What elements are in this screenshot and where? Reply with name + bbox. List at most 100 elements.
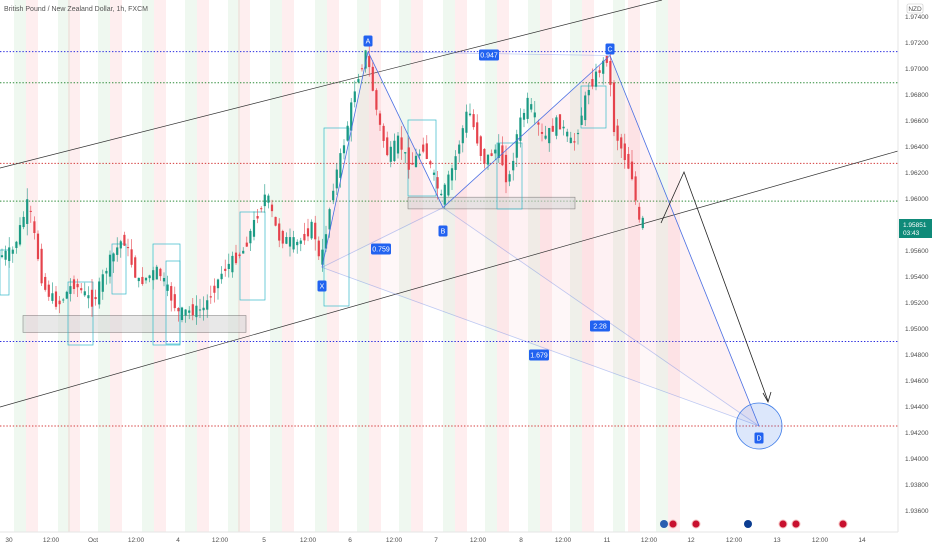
candle-up — [184, 309, 187, 316]
candle-up — [220, 273, 223, 280]
time-tick: 12:00 — [386, 537, 403, 544]
candle-up — [288, 237, 292, 247]
candle-down — [213, 285, 216, 293]
session-stripe-green — [443, 0, 455, 532]
time-axis[interactable]: 30 12:00 Oct 12:00 4 12:00 5 12:00 6 12:00 7 12:00 8… — [0, 531, 898, 544]
candle-up — [4, 250, 7, 260]
candle-up — [418, 153, 421, 156]
candle-down — [598, 70, 601, 73]
session-highlights — [14, 0, 680, 532]
candle-down — [36, 233, 40, 260]
candle-down — [44, 276, 47, 290]
time-tick: 12:00 — [641, 537, 658, 544]
candle-up — [393, 140, 396, 162]
candle-down — [540, 131, 544, 134]
candle-down — [407, 147, 410, 170]
cyan-highlight-box — [496, 142, 523, 210]
time-tick: 12:00 — [212, 537, 229, 544]
price-tick: 1.93600 — [905, 508, 929, 515]
candle-down — [422, 144, 425, 152]
candle-down — [33, 221, 36, 234]
candle-up — [112, 253, 115, 262]
pattern-triangle-xab — [322, 51, 443, 268]
time-tick: 6 — [348, 537, 352, 544]
candle-down — [386, 137, 389, 156]
candle-up — [458, 144, 461, 154]
session-stripe-red — [26, 0, 38, 532]
candle-up — [216, 279, 220, 289]
candle-down — [537, 122, 540, 125]
candle-up — [148, 275, 151, 279]
candle-up — [249, 230, 252, 244]
highlight-boxes — [0, 85, 607, 346]
candle-up — [530, 104, 533, 110]
candle-up — [51, 293, 54, 301]
candle-down — [612, 82, 616, 133]
candle-up — [263, 194, 266, 207]
candle-up — [357, 79, 360, 83]
candle-down — [54, 291, 58, 307]
candle-down — [314, 222, 317, 240]
candle-up — [454, 156, 457, 170]
time-tick: 12:00 — [300, 537, 317, 544]
candle-up — [137, 277, 140, 282]
candle-up — [22, 216, 25, 228]
candle-up — [587, 89, 590, 96]
candle-down — [141, 276, 144, 285]
candle-up — [465, 111, 468, 133]
candle-up — [144, 277, 148, 281]
candle-up — [8, 247, 11, 262]
currency-label: NZD — [908, 6, 922, 13]
session-stripe-red — [455, 0, 467, 532]
candle-down — [191, 304, 194, 316]
pattern-ratio-bd — [442, 207, 760, 427]
candle-up — [440, 193, 443, 196]
session-stripe-green — [185, 0, 197, 532]
candle-down — [238, 254, 241, 257]
candle-up — [389, 146, 392, 162]
price-tick: 1.96200 — [905, 170, 929, 177]
session-stripe-green — [142, 0, 154, 532]
flag-icon — [744, 520, 752, 528]
pattern-leg-bc — [442, 55, 611, 208]
candle-up — [231, 255, 234, 273]
candle-up — [155, 266, 158, 280]
price-axis[interactable]: 1.97400 1.97200 1.97000 1.96800 1.96600 1.964… — [897, 0, 932, 532]
time-tick: 8 — [519, 537, 523, 544]
candle-up — [346, 125, 349, 141]
candle-down — [281, 230, 284, 244]
candle-up — [119, 241, 122, 249]
candle-up — [267, 195, 270, 203]
candle-up — [26, 199, 29, 224]
price-tick: 1.94600 — [905, 378, 929, 385]
candle-up — [443, 184, 446, 205]
price-tick: 1.96600 — [905, 118, 929, 125]
candle-down — [623, 143, 626, 161]
pattern-triangle-xbd — [322, 207, 759, 426]
session-stripe-green — [656, 0, 668, 532]
pattern-leg-xa — [321, 51, 369, 268]
candle-up — [87, 295, 90, 299]
candle-up — [335, 169, 338, 189]
candle-up — [202, 307, 205, 311]
candle-down — [609, 60, 612, 85]
session-stripe-red — [668, 0, 680, 532]
candle-up — [83, 291, 86, 296]
ratio-label-badge — [529, 349, 549, 361]
session-stripe-red — [582, 0, 594, 532]
candle-down — [638, 206, 641, 220]
point-label-d: D — [756, 436, 761, 443]
price-tick: 1.96400 — [905, 144, 929, 151]
candle-down — [479, 136, 482, 156]
candle-down — [627, 153, 630, 169]
time-tick: 12:00 — [470, 537, 487, 544]
cyan-highlight-box — [323, 127, 350, 307]
ratio-label: 1.679 — [530, 353, 548, 360]
candle-down — [411, 162, 414, 165]
time-tick: 12:00 — [128, 537, 145, 544]
point-label-b-badge — [438, 225, 448, 237]
candle-down — [224, 268, 227, 271]
session-stripe-green — [485, 0, 497, 532]
time-tick: 12 — [687, 537, 695, 544]
